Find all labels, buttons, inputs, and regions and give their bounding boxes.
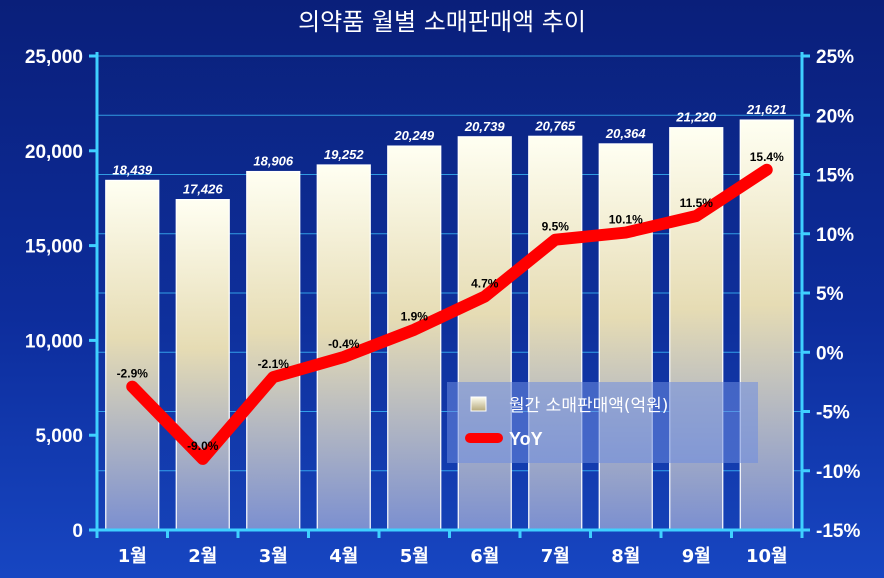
legend-box	[447, 382, 758, 463]
yoy-point	[552, 236, 559, 243]
category-label: 8월	[611, 546, 640, 567]
bar-value-label: 21,220	[675, 110, 717, 125]
category-label: 3월	[259, 546, 288, 567]
right-tick-label: 20%	[816, 106, 854, 127]
yoy-point	[270, 374, 277, 381]
yoy-value-label: 1.9%	[401, 310, 429, 324]
bar	[669, 127, 724, 531]
chart-title: 의약품 월별 소매판매액 추이	[298, 8, 586, 36]
yoy-value-label: 4.7%	[471, 277, 499, 291]
category-label: 4월	[329, 546, 358, 567]
bar-labels: 18,439 17,426 18,906 19,252 20,249 20,739 20,7…	[112, 102, 786, 197]
legend: 월간 소매판매액(억원) YoY	[447, 382, 758, 463]
category-label: 9월	[682, 546, 711, 567]
yoy-value-label: 15.4%	[750, 150, 784, 164]
bar-value-label: 18,906	[253, 154, 294, 169]
right-tick-label: 0%	[816, 343, 844, 364]
right-tick-label: -15%	[816, 521, 860, 542]
left-tick-label: 15,000	[25, 237, 83, 258]
yoy-value-label: 9.5%	[542, 220, 570, 234]
category-label: 1월	[118, 546, 147, 567]
yoy-line	[126, 163, 773, 465]
yoy-point	[481, 293, 488, 300]
bar-value-label: 18,439	[112, 162, 153, 177]
bars	[105, 119, 794, 531]
legend-bar-label: 월간 소매판매액(억원)	[509, 396, 668, 416]
category-label: 5월	[400, 546, 429, 567]
yoy-value-label: -2.9%	[117, 367, 149, 381]
bar-value-label: 21,621	[746, 102, 787, 117]
left-tick-label: 20,000	[25, 142, 83, 163]
yoy-polyline	[126, 163, 773, 465]
bar-value-label: 19,252	[324, 147, 365, 162]
yoy-point	[763, 166, 770, 173]
bar-value-label: 20,765	[534, 118, 576, 133]
right-tick-label: 25%	[816, 47, 854, 68]
yoy-point	[199, 455, 206, 462]
bar	[105, 179, 160, 531]
yoy-labels: -2.9% -9.0% -2.1% -0.4% 1.9% 4.7% 9.5% 10.1% 11.…	[117, 150, 785, 453]
right-tick-label: -10%	[816, 462, 860, 483]
yoy-point	[129, 383, 136, 390]
yoy-point	[693, 212, 700, 219]
right-tick-label: 10%	[816, 225, 854, 246]
right-tick-label: 15%	[816, 166, 854, 187]
bar	[528, 135, 583, 531]
yoy-value-label: -2.1%	[258, 357, 290, 371]
category-labels: 1월 2월 3월 4월 5월 6월 7월 8월 9월 10월	[118, 546, 788, 567]
bar	[457, 136, 512, 531]
left-tick-label: 0	[72, 521, 83, 542]
yoy-point	[411, 326, 418, 333]
bar-value-label: 20,249	[393, 128, 435, 143]
yoy-point	[340, 353, 347, 360]
axes	[89, 52, 810, 538]
yoy-value-label: 11.5%	[680, 196, 714, 210]
yoy-value-label: -9.0%	[187, 439, 219, 453]
left-tick-label: 10,000	[25, 331, 83, 352]
category-label: 6월	[470, 546, 499, 567]
bar	[175, 199, 230, 531]
right-axis-ticks: -15% -10% -5% 0% 5% 10% 15% 20% 25%	[816, 47, 860, 542]
yoy-value-label: 10.1%	[609, 213, 643, 227]
right-tick-label: 5%	[816, 284, 844, 305]
legend-bar-swatch	[470, 396, 487, 412]
legend-line-label: YoY	[509, 429, 543, 449]
bar	[598, 143, 653, 531]
category-label: 7월	[541, 546, 570, 567]
category-label: 10월	[746, 546, 788, 567]
left-axis-ticks: 0 5,000 10,000 15,000 20,000 25,000	[25, 47, 83, 542]
bar-value-label: 17,426	[183, 182, 224, 197]
bar-value-label: 20,739	[464, 119, 506, 134]
category-label: 2월	[188, 546, 217, 567]
yoy-point	[622, 229, 629, 236]
left-tick-label: 25,000	[25, 47, 83, 68]
bar-value-label: 20,364	[605, 126, 647, 141]
yoy-value-label: -0.4%	[328, 337, 360, 351]
bar	[246, 170, 301, 531]
left-tick-label: 5,000	[35, 426, 83, 447]
right-tick-label: -5%	[816, 403, 850, 424]
